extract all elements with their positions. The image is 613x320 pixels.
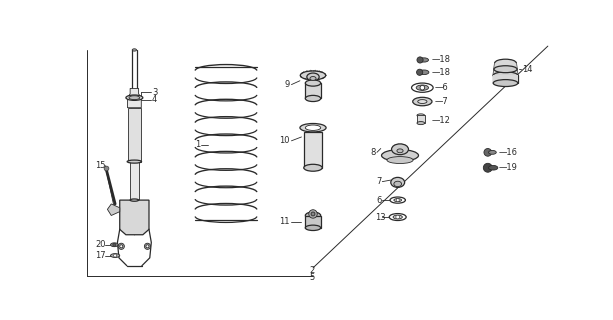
Polygon shape <box>305 83 321 99</box>
Ellipse shape <box>394 181 402 187</box>
Text: 1: 1 <box>195 140 200 149</box>
Text: —6: —6 <box>435 83 449 92</box>
Text: 17: 17 <box>95 251 105 260</box>
Ellipse shape <box>387 156 413 164</box>
Ellipse shape <box>381 150 419 161</box>
Ellipse shape <box>300 124 326 132</box>
Polygon shape <box>493 75 518 83</box>
Circle shape <box>396 198 399 202</box>
Circle shape <box>417 57 423 63</box>
Ellipse shape <box>416 85 428 90</box>
Ellipse shape <box>419 70 429 75</box>
Bar <box>417 116 425 123</box>
Ellipse shape <box>417 122 425 124</box>
Ellipse shape <box>394 198 402 202</box>
Circle shape <box>309 210 318 218</box>
Ellipse shape <box>305 80 321 86</box>
Ellipse shape <box>417 114 425 117</box>
Ellipse shape <box>132 49 137 51</box>
Circle shape <box>120 245 123 248</box>
Text: —12: —12 <box>432 116 451 124</box>
Text: 4: 4 <box>152 95 158 105</box>
Circle shape <box>145 243 151 249</box>
Ellipse shape <box>305 125 321 131</box>
Polygon shape <box>130 162 139 200</box>
Ellipse shape <box>494 66 517 73</box>
Ellipse shape <box>129 96 140 100</box>
Text: 3: 3 <box>152 88 158 97</box>
Ellipse shape <box>493 72 518 79</box>
Circle shape <box>396 215 400 219</box>
Text: 20: 20 <box>95 240 105 249</box>
Ellipse shape <box>305 212 321 219</box>
Ellipse shape <box>390 177 405 188</box>
Circle shape <box>113 254 116 257</box>
Ellipse shape <box>411 83 433 92</box>
Ellipse shape <box>126 95 143 100</box>
Text: 8: 8 <box>371 148 376 157</box>
Ellipse shape <box>392 144 408 155</box>
Text: 15: 15 <box>95 161 105 170</box>
Ellipse shape <box>397 149 403 153</box>
Circle shape <box>483 163 492 172</box>
Text: 14: 14 <box>522 65 533 74</box>
Text: —7: —7 <box>435 97 449 106</box>
Ellipse shape <box>307 73 319 81</box>
Text: —18: —18 <box>432 68 451 77</box>
Polygon shape <box>107 204 120 215</box>
Ellipse shape <box>489 165 498 170</box>
Ellipse shape <box>489 150 497 154</box>
Ellipse shape <box>300 71 326 80</box>
Polygon shape <box>120 200 149 235</box>
Ellipse shape <box>305 225 321 230</box>
Ellipse shape <box>110 254 120 258</box>
Circle shape <box>113 243 116 246</box>
Text: 10: 10 <box>280 136 290 145</box>
Polygon shape <box>493 63 518 75</box>
Ellipse shape <box>305 95 321 101</box>
Circle shape <box>146 245 149 248</box>
Text: 7: 7 <box>376 177 381 186</box>
Text: 9: 9 <box>284 80 290 89</box>
Polygon shape <box>304 132 322 168</box>
Circle shape <box>311 212 315 216</box>
Ellipse shape <box>127 160 142 163</box>
Text: 6: 6 <box>376 196 381 204</box>
Circle shape <box>484 148 492 156</box>
Circle shape <box>417 69 423 76</box>
Polygon shape <box>128 88 142 108</box>
Ellipse shape <box>389 213 406 220</box>
Ellipse shape <box>419 58 428 62</box>
Circle shape <box>118 243 124 249</box>
Ellipse shape <box>493 80 518 86</box>
Circle shape <box>420 85 425 90</box>
Ellipse shape <box>304 164 322 171</box>
Text: —18: —18 <box>432 55 451 64</box>
Text: —19: —19 <box>498 163 517 172</box>
Polygon shape <box>305 215 321 228</box>
Ellipse shape <box>390 197 405 203</box>
Ellipse shape <box>310 76 316 80</box>
Text: 5: 5 <box>309 273 314 282</box>
Ellipse shape <box>413 97 432 106</box>
Text: 2: 2 <box>309 267 314 276</box>
Ellipse shape <box>417 100 427 103</box>
Text: 13: 13 <box>375 212 385 221</box>
Ellipse shape <box>495 59 516 67</box>
Text: 11: 11 <box>280 217 290 226</box>
Ellipse shape <box>393 215 402 219</box>
Text: —16: —16 <box>498 148 517 157</box>
Ellipse shape <box>130 199 139 201</box>
Ellipse shape <box>110 243 118 247</box>
Polygon shape <box>128 108 141 162</box>
